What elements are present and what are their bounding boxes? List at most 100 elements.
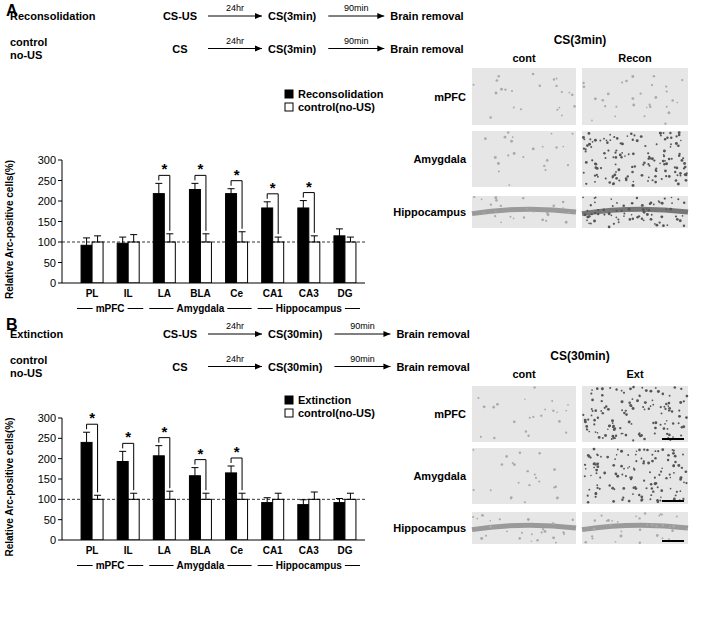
cell: [664, 138, 666, 140]
error-bar: [300, 201, 307, 208]
bar: [92, 499, 103, 540]
cell: [660, 406, 662, 408]
cell: [593, 423, 595, 425]
cell: [508, 184, 510, 186]
cell: [664, 197, 666, 199]
error-line: [205, 493, 206, 499]
bar: [92, 242, 103, 283]
bar: [117, 462, 128, 540]
protocol-arrow: [328, 16, 384, 17]
legend-swatch: [285, 409, 293, 417]
cell: [565, 221, 568, 224]
cell: [584, 421, 587, 424]
protocol-interval: 24hr: [226, 321, 244, 331]
cell: [661, 412, 663, 414]
error-line: [303, 201, 304, 208]
cell: [510, 216, 512, 218]
error-bar: [275, 237, 282, 242]
cell: [640, 495, 643, 498]
error-cap: [155, 183, 162, 184]
cell: [621, 473, 623, 475]
significance-star: *: [198, 445, 204, 462]
cell: [665, 162, 668, 165]
group-line: [149, 565, 173, 566]
cell: [678, 410, 680, 412]
protocol-interval: 90min: [350, 321, 375, 331]
cell: [562, 531, 564, 533]
cell: [621, 499, 623, 501]
cell: [607, 149, 609, 151]
cell: [595, 472, 597, 474]
cell: [614, 152, 616, 154]
cell: [674, 166, 676, 168]
cell: [613, 488, 615, 490]
group-line: [345, 308, 360, 309]
protocol-interval: 90min: [344, 36, 369, 46]
micrograph: [582, 68, 688, 125]
cell: [612, 182, 615, 185]
cell: [525, 430, 527, 432]
protocol-arrow: [208, 16, 262, 17]
cell: [473, 196, 475, 198]
cell: [546, 159, 549, 162]
protocol-stage: CS(3min): [268, 43, 317, 55]
cell: [683, 162, 686, 165]
cell: [651, 523, 654, 526]
cell: [599, 477, 601, 479]
cell: [524, 501, 526, 503]
cell: [604, 434, 607, 437]
cell: [670, 488, 672, 490]
bar: [262, 208, 273, 283]
cell: [596, 487, 598, 489]
cell: [655, 168, 657, 170]
cell: [680, 388, 682, 390]
significance-bracket: [267, 194, 278, 234]
cell: [627, 175, 629, 177]
significance-star: *: [234, 166, 240, 183]
cell: [650, 218, 653, 221]
cell: [657, 390, 660, 393]
cell: [588, 489, 590, 491]
cell: [657, 501, 660, 504]
cell: [636, 197, 638, 199]
cell: [544, 169, 546, 171]
cell: [669, 208, 672, 211]
cell: [665, 175, 667, 177]
cell: [556, 411, 558, 413]
significance-bracket: [231, 181, 242, 229]
bar: [273, 242, 284, 283]
cell: [681, 467, 683, 469]
image-column-label: cont: [512, 368, 536, 380]
cell: [603, 214, 605, 216]
cell: [623, 215, 625, 217]
cell: [649, 203, 652, 206]
cell: [615, 473, 618, 476]
cell: [602, 99, 605, 102]
cell: [613, 223, 615, 225]
cell: [490, 203, 492, 205]
cell: [665, 85, 667, 87]
error-cap: [239, 231, 246, 232]
cell: [621, 433, 623, 435]
cell: [668, 158, 671, 161]
bar: [128, 242, 139, 283]
error-bar: [347, 237, 354, 242]
cell: [659, 201, 661, 203]
error-line: [350, 237, 351, 242]
error-cap: [300, 200, 307, 201]
cell: [586, 428, 588, 430]
error-bar: [239, 232, 246, 242]
cell: [639, 93, 641, 95]
cell: [644, 409, 646, 411]
y-tick-label: 50: [44, 257, 56, 269]
image-row-label: mPFC: [434, 91, 466, 103]
cell: [623, 212, 625, 214]
group-line: [128, 308, 144, 309]
protocol-stage: Brain removal: [390, 43, 463, 55]
cell: [608, 212, 611, 215]
error-line: [242, 232, 243, 242]
cell: [484, 137, 487, 140]
cell: [552, 205, 555, 208]
cell: [643, 480, 645, 482]
cell: [592, 410, 594, 412]
